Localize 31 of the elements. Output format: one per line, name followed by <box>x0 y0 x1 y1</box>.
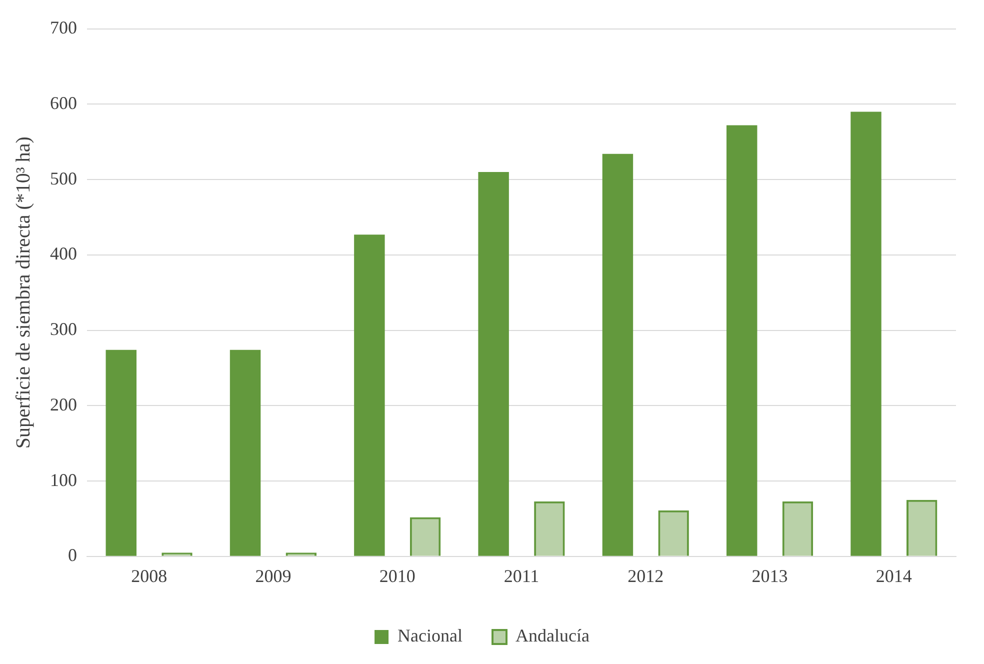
bar <box>286 552 317 556</box>
x-tick-label: 2012 <box>628 566 664 586</box>
x-tick-label: 2011 <box>504 566 540 586</box>
bar <box>534 501 565 556</box>
y-tick-label: 300 <box>50 319 77 340</box>
x-tick-label: 2014 <box>876 566 912 586</box>
bar <box>354 234 385 556</box>
legend-label: Andalucía <box>516 626 590 646</box>
y-tick-label: 400 <box>50 244 77 264</box>
bar <box>602 154 634 556</box>
bar <box>726 125 758 556</box>
y-tick-label: 200 <box>50 394 77 414</box>
y-tick-label: 0 <box>68 545 77 566</box>
bar <box>782 501 814 556</box>
bar <box>906 500 938 556</box>
y-tick-label: 600 <box>50 92 77 113</box>
bar <box>410 517 441 556</box>
x-tick-label: 2010 <box>379 566 416 586</box>
bar <box>658 510 689 556</box>
y-tick-label: 700 <box>50 18 77 38</box>
legend-label: Nacional <box>398 626 462 646</box>
x-tick-label: 2008 <box>131 566 168 586</box>
y-tick-label: 500 <box>50 168 77 188</box>
y-axis-title: Superficie de siembra directa (*10³ ha) <box>12 136 34 449</box>
bar <box>106 350 136 556</box>
x-tick-label: 2009 <box>255 566 292 586</box>
x-tick-label: 2013 <box>752 566 788 586</box>
bar <box>478 172 509 556</box>
y-tick-label: 100 <box>50 470 77 490</box>
bar <box>850 112 882 556</box>
bar <box>230 350 261 556</box>
